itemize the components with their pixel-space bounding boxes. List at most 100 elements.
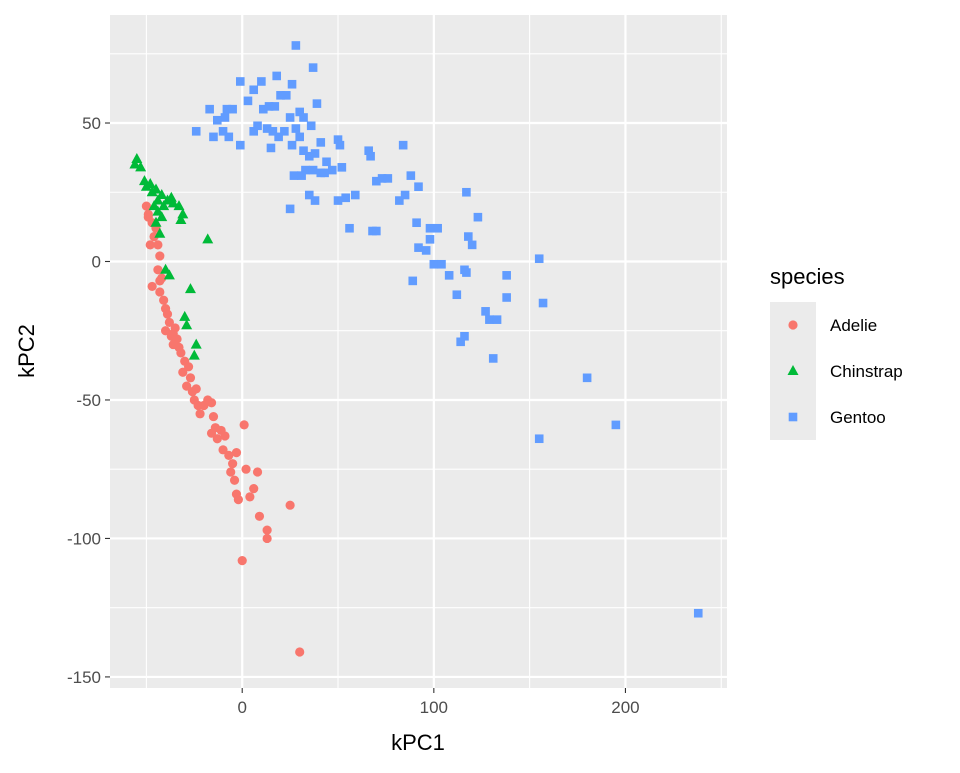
- point-gentoo: [220, 113, 230, 122]
- point-gentoo: [398, 140, 408, 150]
- point-gentoo: [274, 132, 283, 142]
- x-tick-label: 100: [420, 698, 448, 717]
- point-gentoo: [253, 121, 262, 131]
- point-gentoo: [488, 354, 498, 363]
- point-gentoo: [372, 226, 381, 236]
- point-gentoo: [312, 99, 322, 108]
- point-adelie: [249, 483, 259, 494]
- point-adelie: [143, 212, 153, 222]
- point-gentoo: [287, 140, 297, 150]
- point-gentoo: [364, 146, 373, 156]
- point-adelie: [195, 409, 205, 419]
- point-chinstrap: [173, 200, 185, 211]
- point-adelie: [178, 367, 188, 377]
- point-gentoo: [299, 113, 308, 122]
- point-gentoo: [209, 132, 218, 142]
- point-gentoo: [243, 96, 253, 106]
- point-gentoo: [414, 243, 423, 252]
- point-adelie: [164, 317, 175, 328]
- y-tick-label: 50: [82, 114, 101, 133]
- point-gentoo: [249, 127, 259, 136]
- point-gentoo: [366, 151, 375, 161]
- point-adelie: [176, 348, 186, 358]
- point-adelie: [220, 431, 230, 441]
- point-adelie: [185, 373, 196, 383]
- point-gentoo: [534, 434, 544, 444]
- point-gentoo: [258, 104, 268, 114]
- point-adelie: [153, 240, 163, 250]
- x-tick-label: 0: [237, 698, 246, 717]
- legend-title: species: [770, 264, 845, 289]
- point-gentoo: [264, 102, 274, 111]
- point-adelie: [206, 398, 217, 408]
- point-chinstrap: [181, 319, 193, 330]
- point-gentoo: [412, 218, 421, 228]
- point-adelie: [262, 533, 272, 544]
- point-gentoo: [452, 290, 462, 300]
- point-gentoo: [295, 107, 304, 117]
- point-adelie: [159, 295, 169, 305]
- point-adelie: [141, 201, 152, 211]
- point-adelie: [182, 381, 192, 391]
- point-gentoo: [462, 268, 471, 277]
- point-gentoo: [235, 77, 245, 86]
- point-gentoo: [345, 223, 354, 233]
- point-gentoo: [335, 140, 345, 150]
- point-adelie: [212, 434, 222, 444]
- point-adelie: [218, 445, 228, 455]
- point-adelie: [191, 384, 201, 394]
- point-gentoo: [280, 127, 289, 136]
- point-gentoo: [299, 146, 308, 156]
- point-gentoo: [456, 337, 465, 347]
- legend-key-gentoo: [788, 412, 798, 422]
- point-chinstrap: [160, 263, 172, 274]
- point-gentoo: [306, 121, 316, 131]
- point-adelie: [228, 459, 238, 469]
- point-chinstrap: [152, 194, 164, 205]
- point-gentoo: [304, 151, 314, 161]
- point-gentoo: [429, 259, 439, 269]
- legend-label: Gentoo: [830, 408, 886, 427]
- point-gentoo: [502, 293, 511, 302]
- point-gentoo: [481, 307, 490, 316]
- point-gentoo: [316, 138, 326, 147]
- point-gentoo: [425, 223, 435, 233]
- legend: species Adelie Chinstrap Gentoo: [770, 264, 903, 440]
- point-adelie: [224, 450, 234, 460]
- point-gentoo: [406, 171, 416, 180]
- point-gentoo: [304, 190, 314, 200]
- point-gentoo: [444, 271, 454, 280]
- point-gentoo: [421, 246, 431, 255]
- point-adelie: [168, 339, 178, 350]
- point-gentoo: [538, 298, 548, 308]
- point-gentoo: [320, 168, 329, 178]
- point-chinstrap: [150, 183, 162, 194]
- point-gentoo: [257, 77, 266, 86]
- point-adelie: [229, 475, 240, 485]
- point-gentoo: [213, 115, 222, 125]
- point-gentoo: [333, 196, 343, 205]
- point-adelie: [155, 287, 165, 297]
- point-gentoo: [333, 135, 343, 144]
- point-gentoo: [433, 223, 442, 233]
- point-chinstrap: [154, 227, 166, 238]
- point-gentoo: [308, 63, 318, 72]
- point-gentoo: [297, 171, 306, 180]
- point-adelie: [245, 492, 255, 502]
- point-gentoo: [425, 235, 435, 244]
- point-adelie: [145, 240, 155, 250]
- y-tick-label: -50: [76, 391, 101, 410]
- point-gentoo: [287, 79, 297, 89]
- point-gentoo: [534, 254, 544, 264]
- point-chinstrap: [190, 338, 202, 349]
- point-gentoo: [341, 193, 350, 203]
- point-chinstrap: [156, 189, 168, 200]
- point-gentoo: [467, 240, 477, 250]
- point-gentoo: [502, 271, 511, 280]
- data-points: [129, 41, 703, 657]
- legend-label: Chinstrap: [830, 362, 903, 381]
- point-gentoo: [235, 140, 245, 150]
- point-gentoo: [281, 91, 291, 100]
- legend-label: Adelie: [830, 316, 877, 335]
